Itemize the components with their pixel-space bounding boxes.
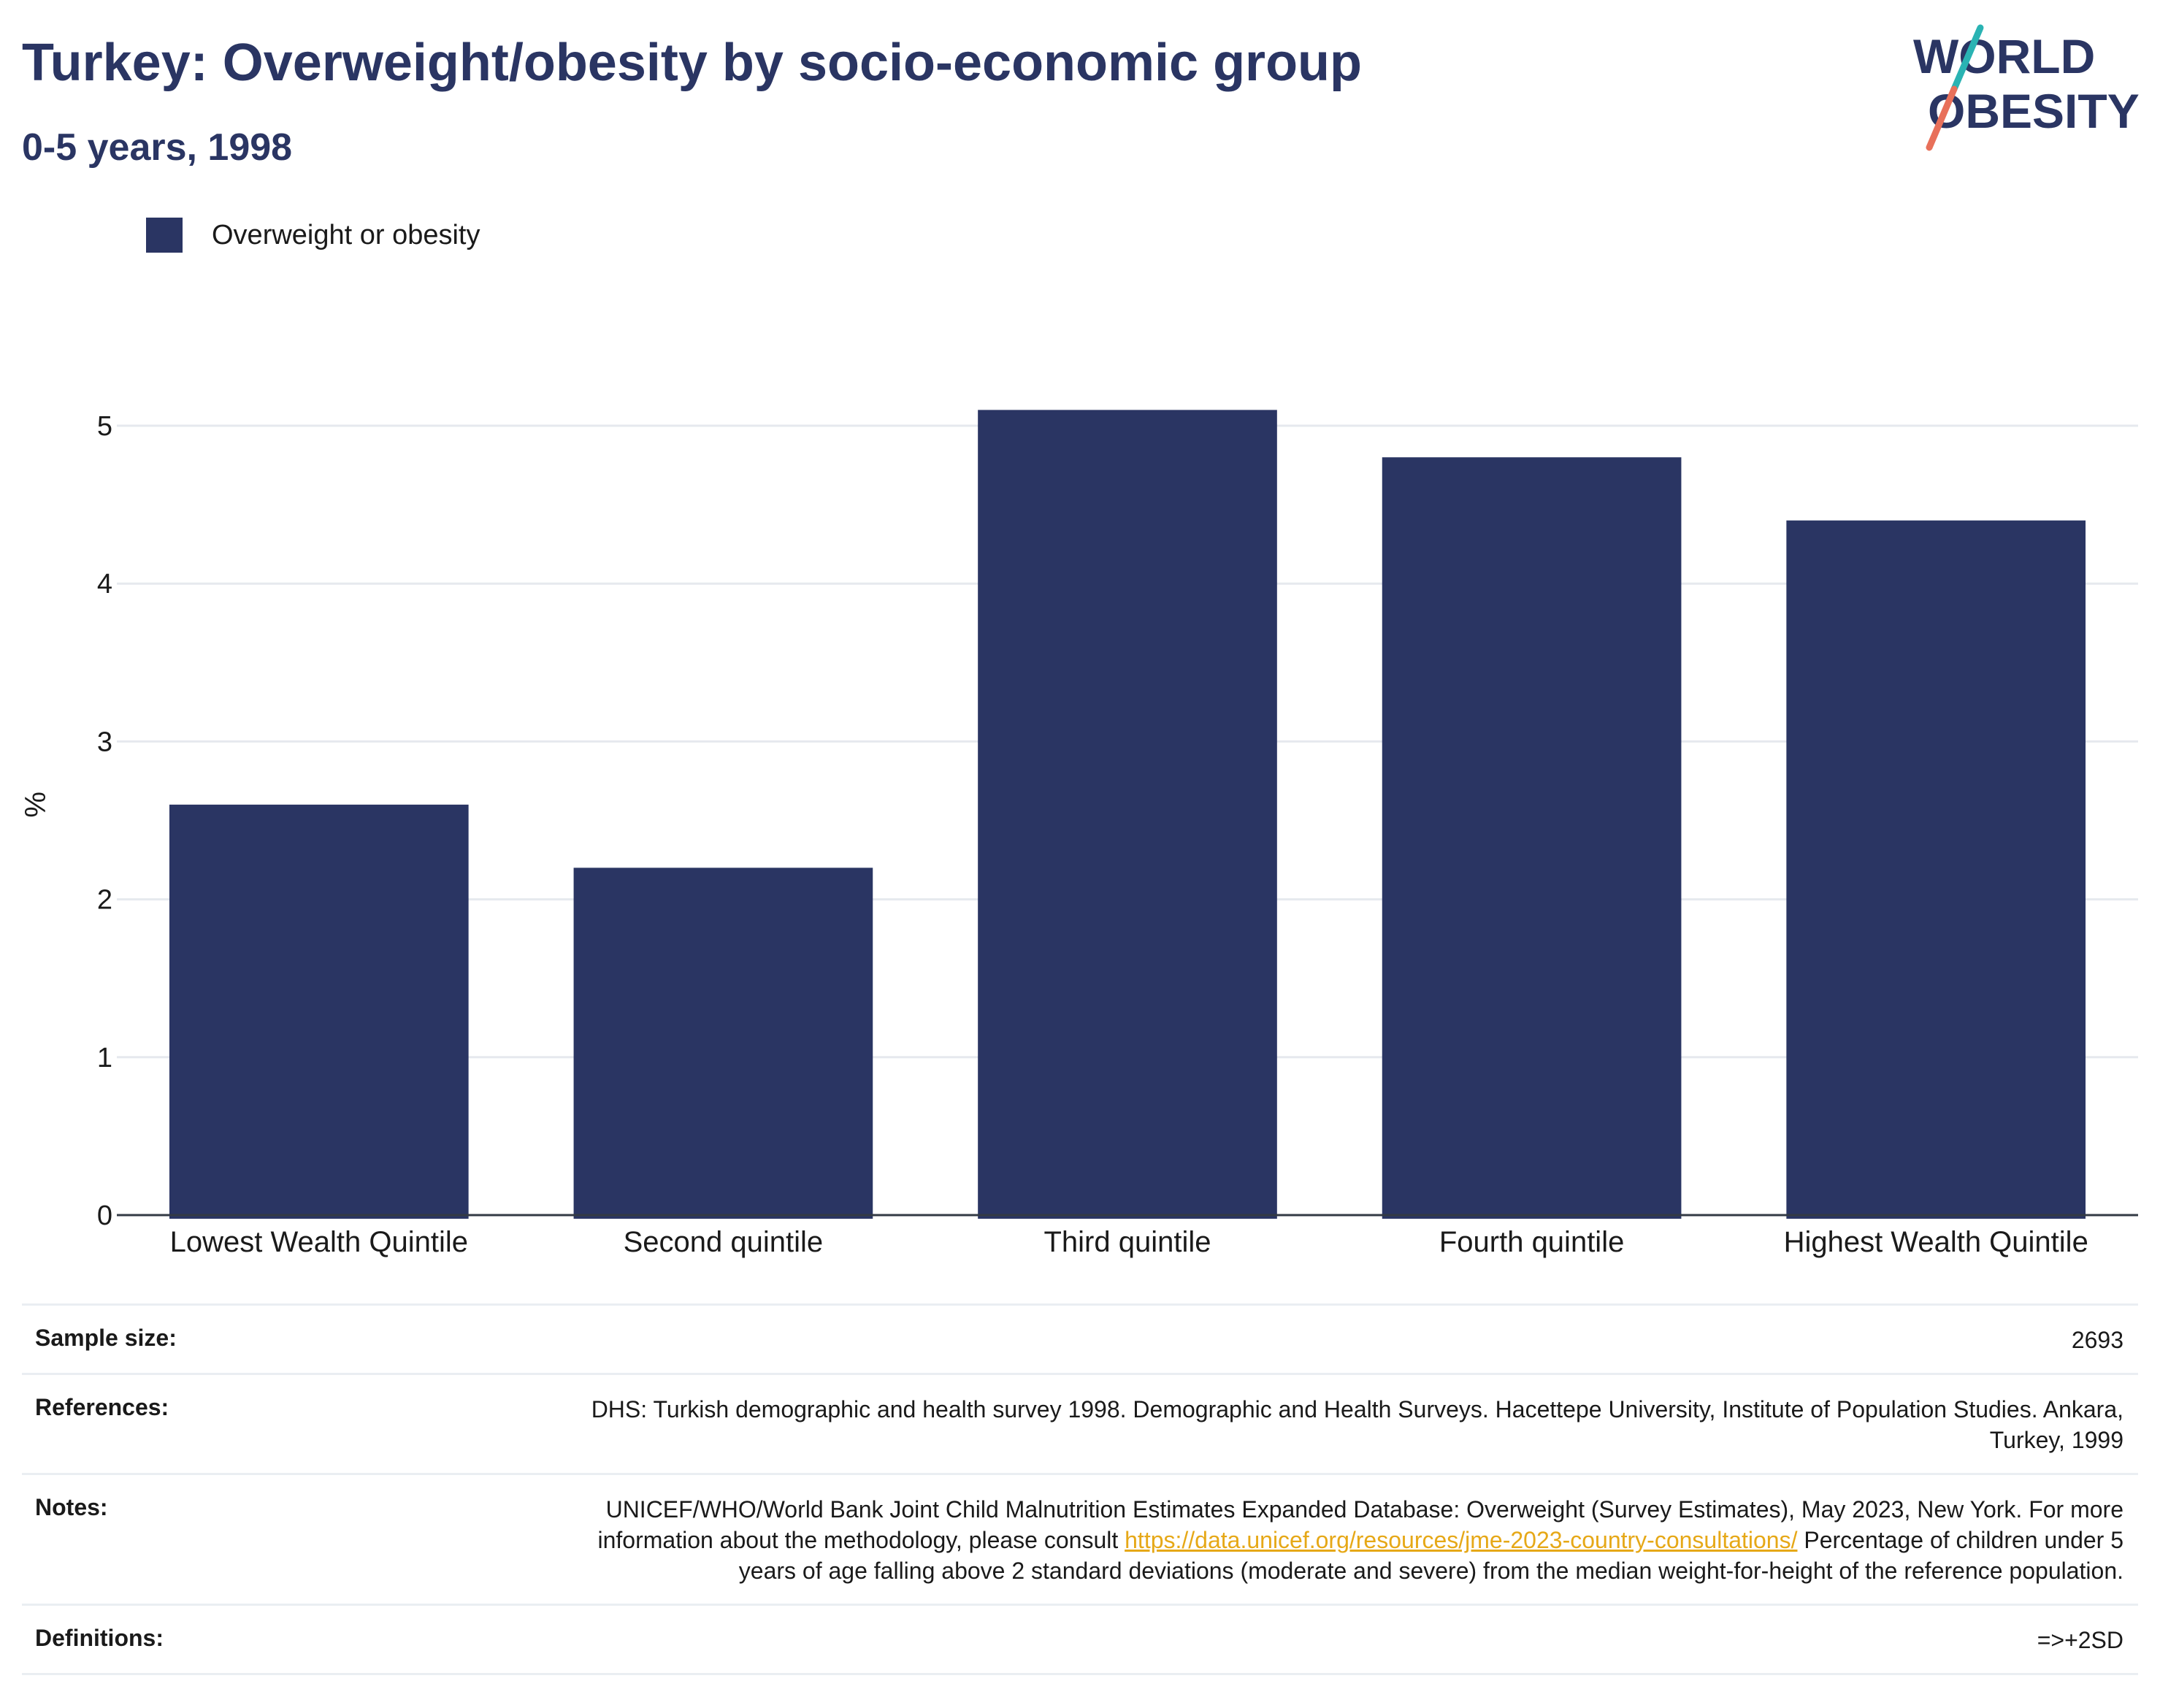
sample-size-label: Sample size: <box>35 1325 177 1351</box>
info-row-definitions: Definitions: =>+2SD <box>22 1604 2138 1675</box>
logo-slash-top <box>1950 24 1984 93</box>
y-tick-label: 1 <box>97 1043 112 1073</box>
references-value: DHS: Turkish demographic and health surv… <box>591 1396 2123 1453</box>
y-tick-label: 3 <box>97 727 112 757</box>
logo-text-world: WORLD <box>1913 29 2095 83</box>
notes-value: UNICEF/WHO/World Bank Joint Child Malnut… <box>590 1494 2123 1586</box>
y-tick-label: 4 <box>97 569 112 600</box>
logo-slash-bottom <box>1926 85 1958 151</box>
x-tick-label: Third quintile <box>1043 1226 1211 1258</box>
bar-chart: 0 1 2 3 4 5% Lowest Wealth Quintile Second quin… <box>20 410 2138 1258</box>
notes-link[interactable]: https://data.unicef.org/resources/jme-20… <box>1125 1527 1798 1553</box>
legend: Overweight or obesity <box>146 218 480 253</box>
bar <box>1786 520 2086 1219</box>
bar <box>169 804 469 1219</box>
notes-label: Notes: <box>35 1494 108 1520</box>
definitions-label: Definitions: <box>35 1625 164 1651</box>
info-row-notes: Notes: UNICEF/WHO/World Bank Joint Child… <box>22 1473 2138 1604</box>
chart-subtitle: 0-5 years, 1998 <box>22 126 293 169</box>
x-tick-label: Highest Wealth Quintile <box>1784 1226 2088 1258</box>
world-obesity-logo: WORLD OBESITY <box>1913 24 2140 151</box>
y-tick-label: 5 <box>97 411 112 442</box>
bar <box>978 410 1277 1219</box>
legend-label: Overweight or obesity <box>212 219 480 250</box>
y-tick-label: 0 <box>97 1200 112 1231</box>
notes-text-2: Percentage of children under 5 years of … <box>738 1527 2123 1584</box>
info-row-sample-size: Sample size: 2693 <box>22 1303 2138 1373</box>
sample-size-value: 2693 <box>2071 1327 2123 1353</box>
chart-title: Turkey: Overweight/obesity by socio-econ… <box>22 34 1363 92</box>
bar <box>573 868 873 1219</box>
references-label: References: <box>35 1394 169 1420</box>
x-tick-label: Second quintile <box>624 1226 824 1258</box>
info-table: Sample size: 2693 References: DHS: Turki… <box>22 1303 2138 1675</box>
x-tick-label: Lowest Wealth Quintile <box>170 1226 468 1258</box>
y-axis-label: % <box>20 792 52 818</box>
legend-swatch <box>146 218 183 253</box>
notes-text-1: UNICEF/WHO/World Bank Joint Child Malnut… <box>597 1496 2123 1553</box>
y-tick-label: 2 <box>97 885 112 916</box>
bar <box>1382 457 1682 1219</box>
info-row-references: References: DHS: Turkish demographic and… <box>22 1373 2138 1473</box>
definitions-value: =>+2SD <box>2037 1627 2123 1653</box>
logo-text-obesity: OBESITY <box>1928 84 2140 138</box>
x-tick-label: Fourth quintile <box>1439 1226 1624 1258</box>
